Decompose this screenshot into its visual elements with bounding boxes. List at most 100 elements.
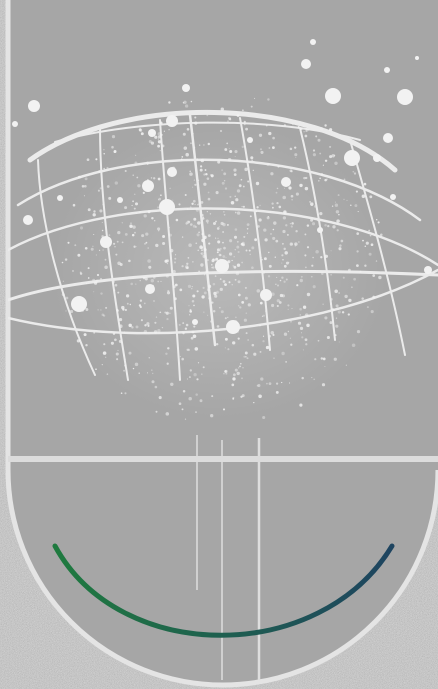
- star-particle: [232, 396, 235, 399]
- star-particle: [368, 229, 371, 232]
- star-particle: [236, 189, 241, 193]
- star-particle: [246, 160, 249, 163]
- star-particle: [187, 284, 192, 289]
- star-particle: [287, 330, 290, 333]
- star-particle: [304, 254, 307, 257]
- star-particle: [296, 284, 299, 287]
- star-particle: [289, 320, 293, 323]
- star-particle: [143, 214, 147, 218]
- star-particle: [123, 331, 125, 333]
- bright-star: [384, 67, 390, 73]
- star-particle: [194, 225, 197, 228]
- star-particle: [193, 304, 195, 307]
- star-particle: [206, 177, 210, 180]
- star-particle: [192, 199, 196, 203]
- star-particle: [219, 307, 221, 309]
- star-particle: [184, 193, 187, 197]
- star-particle: [262, 335, 265, 337]
- star-particle: [166, 318, 169, 321]
- star-particle: [191, 299, 195, 303]
- star-particle: [165, 274, 169, 278]
- star-particle: [265, 124, 268, 127]
- star-particle: [129, 303, 131, 306]
- bright-star: [260, 289, 272, 301]
- star-particle: [242, 205, 245, 208]
- star-particle: [313, 378, 316, 381]
- star-particle: [184, 418, 187, 420]
- star-particle: [302, 349, 304, 351]
- star-particle: [145, 241, 148, 244]
- star-particle: [135, 283, 137, 285]
- star-particle: [356, 264, 359, 267]
- star-particle: [125, 294, 130, 298]
- star-particle: [114, 246, 116, 248]
- star-particle: [223, 179, 226, 182]
- star-particle: [306, 323, 310, 328]
- star-particle: [197, 179, 200, 182]
- star-particle: [355, 228, 357, 230]
- star-particle: [118, 339, 122, 343]
- star-particle: [152, 372, 154, 375]
- star-particle: [233, 265, 237, 269]
- star-particle: [220, 310, 224, 314]
- star-particle: [251, 343, 255, 347]
- star-particle: [363, 182, 367, 186]
- star-particle: [95, 279, 99, 283]
- star-particle: [268, 131, 272, 136]
- star-particle: [115, 253, 118, 256]
- star-particle: [173, 297, 177, 301]
- star-particle: [251, 266, 254, 270]
- star-particle: [214, 259, 216, 261]
- star-particle: [294, 153, 298, 157]
- star-particle: [324, 178, 327, 182]
- star-particle: [224, 317, 227, 320]
- star-particle: [276, 276, 278, 278]
- star-particle: [117, 230, 121, 235]
- star-particle: [256, 384, 259, 387]
- star-particle: [219, 129, 223, 133]
- bright-star: [373, 154, 381, 162]
- star-particle: [166, 362, 169, 365]
- star-particle: [182, 390, 186, 393]
- star-particle: [335, 317, 338, 319]
- star-particle: [157, 140, 162, 144]
- star-particle: [119, 318, 123, 322]
- star-particle: [199, 399, 203, 403]
- bright-star: [415, 56, 419, 60]
- star-particle: [234, 195, 236, 198]
- star-particle: [146, 161, 150, 165]
- star-particle: [206, 211, 208, 213]
- star-particle: [79, 272, 83, 275]
- star-particle: [101, 221, 103, 223]
- star-particle: [134, 202, 139, 206]
- star-particle: [210, 263, 213, 266]
- star-particle: [267, 98, 270, 101]
- star-particle: [224, 347, 226, 349]
- star-particle: [214, 275, 217, 277]
- star-particle: [351, 343, 356, 347]
- star-particle: [245, 127, 248, 131]
- star-particle: [278, 301, 282, 304]
- star-particle: [278, 205, 282, 209]
- star-particle: [174, 257, 177, 260]
- star-particle: [103, 167, 106, 170]
- star-particle: [304, 338, 308, 342]
- star-particle: [210, 414, 214, 418]
- star-particle: [201, 232, 204, 236]
- star-particle: [200, 252, 204, 256]
- bright-star: [100, 236, 112, 248]
- star-particle: [192, 132, 194, 135]
- star-particle: [168, 128, 170, 131]
- star-particle: [212, 266, 215, 269]
- star-particle: [217, 240, 221, 244]
- star-particle: [257, 383, 261, 388]
- star-particle: [265, 310, 267, 312]
- star-particle: [144, 277, 148, 281]
- star-particle: [255, 210, 258, 213]
- star-particle: [207, 314, 209, 316]
- star-particle: [92, 213, 96, 217]
- star-particle: [188, 396, 192, 401]
- star-particle: [310, 218, 314, 222]
- star-particle: [166, 262, 169, 265]
